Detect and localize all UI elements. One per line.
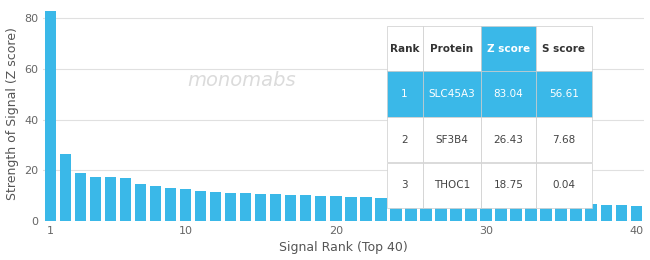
- Bar: [556, 203, 567, 221]
- Bar: [465, 200, 476, 221]
- Bar: [165, 187, 176, 221]
- Text: 7.68: 7.68: [552, 135, 575, 145]
- Bar: [436, 199, 447, 221]
- Bar: [571, 204, 582, 221]
- Bar: [421, 199, 432, 221]
- Bar: [450, 200, 462, 221]
- Bar: [150, 186, 161, 221]
- Bar: [120, 178, 131, 221]
- Bar: [495, 201, 506, 221]
- Bar: [60, 154, 72, 221]
- Bar: [105, 177, 116, 221]
- Bar: [285, 195, 296, 221]
- Text: 26.43: 26.43: [494, 135, 523, 145]
- Bar: [135, 184, 146, 221]
- Bar: [300, 196, 311, 221]
- Bar: [345, 197, 357, 221]
- Text: 18.75: 18.75: [494, 180, 523, 190]
- Bar: [180, 189, 191, 221]
- Text: Z score: Z score: [487, 44, 530, 54]
- Bar: [210, 192, 222, 221]
- Text: S score: S score: [542, 44, 586, 54]
- Bar: [255, 194, 266, 221]
- Bar: [225, 193, 237, 221]
- X-axis label: Signal Rank (Top 40): Signal Rank (Top 40): [279, 242, 408, 255]
- Bar: [390, 198, 402, 221]
- Text: 0.04: 0.04: [552, 180, 575, 190]
- Text: 1: 1: [401, 89, 408, 99]
- Bar: [75, 173, 86, 221]
- Bar: [90, 177, 101, 221]
- Bar: [480, 201, 491, 221]
- Bar: [586, 204, 597, 221]
- Bar: [406, 198, 417, 221]
- Text: SF3B4: SF3B4: [436, 135, 468, 145]
- Text: 56.61: 56.61: [549, 89, 578, 99]
- Text: Rank: Rank: [390, 44, 419, 54]
- Bar: [330, 197, 341, 221]
- Text: Protein: Protein: [430, 44, 473, 54]
- Text: SLC45A3: SLC45A3: [428, 89, 475, 99]
- Bar: [45, 10, 57, 221]
- Bar: [315, 196, 326, 221]
- Bar: [375, 198, 387, 221]
- Bar: [270, 194, 281, 221]
- Bar: [525, 202, 537, 221]
- Text: 2: 2: [401, 135, 408, 145]
- Text: THOC1: THOC1: [434, 180, 470, 190]
- Bar: [195, 191, 207, 221]
- Text: 3: 3: [401, 180, 408, 190]
- Y-axis label: Strength of Signal (Z score): Strength of Signal (Z score): [6, 27, 19, 200]
- Text: 83.04: 83.04: [494, 89, 523, 99]
- Bar: [540, 203, 552, 221]
- Bar: [616, 205, 627, 221]
- Bar: [240, 193, 252, 221]
- Text: monomabs: monomabs: [187, 72, 296, 90]
- Bar: [510, 202, 522, 221]
- Bar: [360, 197, 372, 221]
- Bar: [601, 205, 612, 221]
- Bar: [630, 206, 642, 221]
